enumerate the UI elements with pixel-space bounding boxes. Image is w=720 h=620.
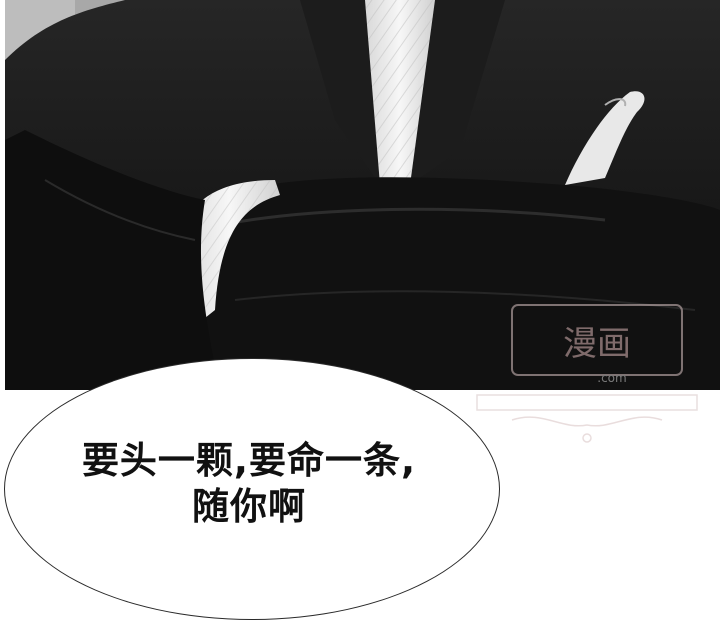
comic-panel-image [5,0,720,390]
crossed-arms-illustration [5,0,720,390]
speech-bubble-text: 要头一颗,要命一条, 随你啊 [0,438,498,530]
speech-line-2: 随你啊 [192,485,306,528]
speech-line-1: 要头一颗,要命一条, [81,439,417,482]
